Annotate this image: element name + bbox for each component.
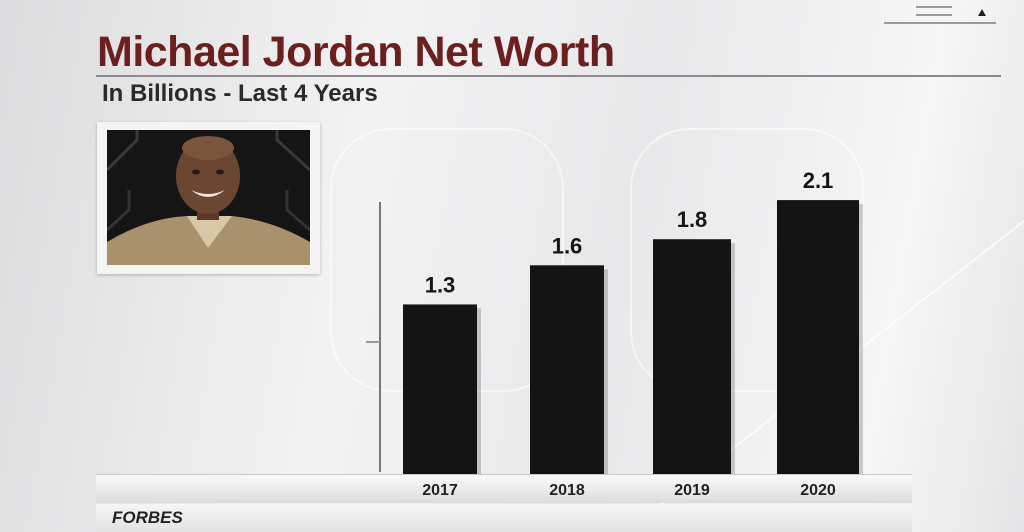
x-tick-label-2017: 2017 [422,482,458,499]
data-label-2017: 1.3 [425,272,456,297]
x-tick-label-2020: 2020 [800,482,836,499]
menu-lines-icon [884,0,996,26]
bar-2020 [777,200,859,474]
category-axis-band [96,474,912,503]
photo-frame [97,122,320,274]
x-tick-label-2019: 2019 [674,482,710,499]
x-tick-label-2018: 2018 [549,482,585,499]
y-axis-tick [366,341,380,343]
bar-2017 [403,304,477,474]
data-label-2018: 1.6 [552,233,583,258]
source-label: FORBES [112,508,183,527]
data-label-2020: 2.1 [803,168,834,193]
chart-subtitle: In Billions - Last 4 Years [102,80,378,107]
bar-2018 [530,265,604,474]
background-shape [630,128,864,392]
title-divider [96,75,1001,77]
triangle-up-icon [978,9,986,16]
headshot-photo [107,130,310,265]
y-axis-line [379,202,381,472]
bar-2019 [653,239,731,474]
data-label-2019: 1.8 [677,207,708,232]
source-band: FORBES [96,504,912,532]
chart-title: Michael Jordan Net Worth [97,28,615,76]
